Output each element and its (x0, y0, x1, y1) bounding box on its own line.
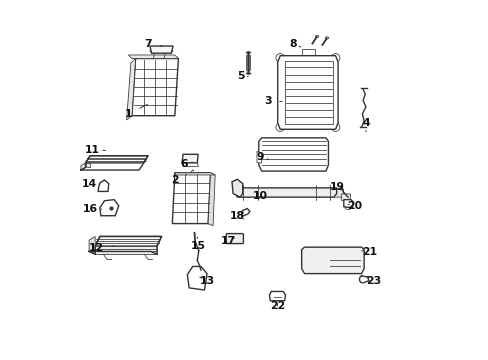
Text: 12: 12 (88, 243, 114, 253)
Text: 17: 17 (221, 236, 236, 246)
Polygon shape (277, 56, 337, 129)
Polygon shape (187, 266, 206, 290)
Polygon shape (100, 200, 119, 216)
Polygon shape (182, 154, 198, 163)
Ellipse shape (315, 35, 318, 37)
Text: 6: 6 (180, 159, 192, 169)
Text: 21: 21 (361, 247, 376, 257)
Text: 11: 11 (85, 145, 105, 155)
Text: 18: 18 (229, 211, 244, 221)
Polygon shape (343, 200, 353, 208)
FancyBboxPatch shape (305, 253, 327, 270)
Polygon shape (172, 173, 210, 224)
Polygon shape (85, 156, 148, 163)
Circle shape (331, 123, 339, 131)
Circle shape (275, 123, 284, 131)
Ellipse shape (325, 37, 328, 39)
Polygon shape (85, 163, 90, 167)
Text: 3: 3 (264, 96, 282, 107)
FancyBboxPatch shape (333, 189, 343, 197)
Polygon shape (149, 46, 173, 53)
Text: 2: 2 (171, 174, 186, 185)
Polygon shape (132, 59, 178, 116)
Polygon shape (241, 208, 249, 216)
Polygon shape (257, 152, 261, 163)
Polygon shape (269, 292, 285, 301)
Polygon shape (98, 180, 108, 192)
Polygon shape (301, 247, 364, 274)
Polygon shape (175, 173, 215, 175)
Polygon shape (284, 62, 332, 123)
Polygon shape (89, 237, 95, 254)
Polygon shape (95, 246, 157, 254)
Circle shape (275, 54, 284, 62)
FancyBboxPatch shape (341, 194, 350, 201)
Polygon shape (207, 173, 215, 226)
Text: 10: 10 (253, 191, 267, 201)
Polygon shape (95, 237, 162, 246)
Polygon shape (231, 179, 242, 197)
Text: 14: 14 (81, 179, 100, 189)
Text: 9: 9 (256, 152, 268, 162)
Polygon shape (126, 59, 135, 120)
Text: 15: 15 (190, 237, 205, 251)
Text: 13: 13 (199, 276, 214, 286)
Text: 22: 22 (269, 301, 285, 311)
Polygon shape (234, 188, 336, 197)
Polygon shape (81, 163, 85, 170)
Polygon shape (128, 55, 178, 59)
FancyBboxPatch shape (226, 234, 243, 244)
Text: 23: 23 (366, 276, 381, 286)
Circle shape (331, 54, 339, 62)
Text: 7: 7 (144, 39, 162, 49)
Text: 8: 8 (288, 39, 300, 49)
Text: 1: 1 (124, 104, 147, 119)
Text: 20: 20 (346, 201, 361, 211)
Text: 19: 19 (329, 182, 344, 192)
Text: 5: 5 (237, 71, 247, 81)
Text: 4: 4 (362, 118, 369, 132)
Text: 16: 16 (82, 203, 102, 213)
Polygon shape (258, 138, 328, 171)
Polygon shape (301, 49, 315, 56)
